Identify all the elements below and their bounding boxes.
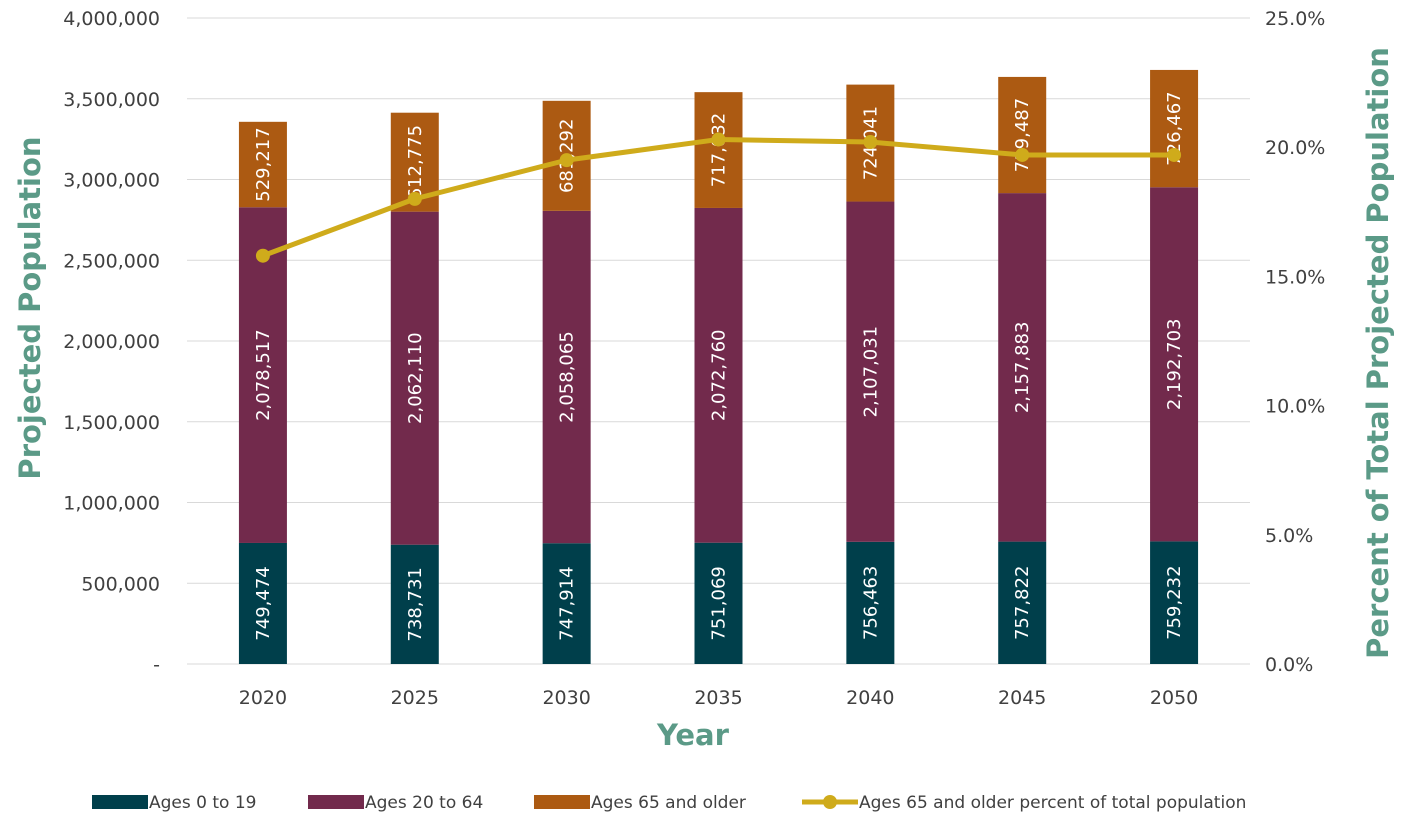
y-tick-label: 500,000 xyxy=(81,573,160,595)
legend-label: Ages 65 and older percent of total popul… xyxy=(859,793,1246,813)
percent-line-point xyxy=(255,248,270,263)
legend-label: Ages 20 to 64 xyxy=(365,793,483,813)
bar-segment xyxy=(390,211,439,545)
y2-tick-label: 10.0% xyxy=(1265,396,1325,418)
bar-labels: 749,474 2,078,517 529,217 738,731 2,062,110 6… xyxy=(253,91,1185,641)
percent-line-point xyxy=(863,135,878,150)
bar-segment xyxy=(694,92,743,208)
bar-segment xyxy=(238,542,287,664)
y-tick-label: 1,500,000 xyxy=(63,412,160,434)
bars xyxy=(238,69,1199,664)
legend-line-marker xyxy=(823,795,837,809)
y-tick-label: 3,000,000 xyxy=(63,170,160,192)
bar-value-label: 2,157,883 xyxy=(1012,322,1033,414)
y-axis-title: Projected Population xyxy=(13,136,47,479)
y2-tick-label: 5.0% xyxy=(1265,525,1313,547)
bar-value-label: 747,914 xyxy=(557,566,578,640)
bar-segment xyxy=(846,541,895,664)
bar-value-label: 2,072,760 xyxy=(709,330,730,422)
y2-tick-label: 20.0% xyxy=(1265,137,1325,159)
y-tick-label: - xyxy=(153,654,160,676)
bar-segment xyxy=(542,210,591,544)
bar-segment xyxy=(694,542,743,664)
legend-swatch xyxy=(92,795,148,809)
x-tick-label: 2030 xyxy=(542,687,590,709)
bar-value-label: 738,731 xyxy=(405,567,426,641)
bar-segment xyxy=(846,201,895,542)
legend-swatch xyxy=(534,795,590,809)
bar-value-label: 757,822 xyxy=(1012,566,1033,640)
bar-value-label: 2,078,517 xyxy=(253,329,274,421)
percent-line xyxy=(255,132,1182,263)
bar-segment xyxy=(998,541,1047,664)
x-tick-label: 2025 xyxy=(391,687,439,709)
x-tick-label: 2040 xyxy=(846,687,894,709)
legend-label: Ages 0 to 19 xyxy=(149,793,256,813)
bar-segment xyxy=(542,543,591,664)
bar-segment xyxy=(998,193,1047,542)
percent-line-point xyxy=(559,153,574,168)
y-tick-label: 2,000,000 xyxy=(63,331,160,353)
bar-value-label: 2,062,110 xyxy=(405,332,426,424)
bar-value-label: 529,217 xyxy=(253,127,274,201)
x-tick-label: 2035 xyxy=(694,687,742,709)
bar-value-label: 612,775 xyxy=(405,125,426,199)
bar-segment xyxy=(390,544,439,664)
percent-line-point xyxy=(1167,147,1182,162)
y2-axis-title: Percent of Total Projected Population xyxy=(1361,47,1395,659)
bar-segment xyxy=(238,207,287,543)
y2-tick-label: 15.0% xyxy=(1265,266,1325,288)
bar-value-label: 759,232 xyxy=(1164,565,1185,639)
legend-label: Ages 65 and older xyxy=(591,793,746,813)
bar-value-label: 2,107,031 xyxy=(860,326,881,418)
bar-value-label: 2,192,703 xyxy=(1164,319,1185,411)
y2-tick-label: 0.0% xyxy=(1265,654,1313,676)
legend-swatch xyxy=(308,795,364,809)
percent-line-point xyxy=(407,191,422,206)
bar-segment xyxy=(1150,187,1199,542)
bar-segment xyxy=(694,207,743,543)
y-tick-label: 2,500,000 xyxy=(63,250,160,272)
bar-segment xyxy=(1150,541,1199,664)
x-tick-label: 2045 xyxy=(998,687,1046,709)
y-tick-label: 1,000,000 xyxy=(63,493,160,515)
axes: - 500,000 1,000,000 1,500,000 2,000,000 2,500… xyxy=(63,8,1325,709)
x-axis-title: Year xyxy=(656,718,730,752)
y-tick-label: 4,000,000 xyxy=(63,8,160,30)
bar-segment xyxy=(1150,69,1199,188)
y-tick-label: 3,500,000 xyxy=(63,89,160,111)
legend: Ages 0 to 19 Ages 20 to 64 Ages 65 and old… xyxy=(92,793,1246,813)
y2-tick-label: 25.0% xyxy=(1265,8,1325,30)
x-tick-label: 2050 xyxy=(1150,687,1198,709)
bar-value-label: 756,463 xyxy=(860,566,881,640)
bar-segment xyxy=(998,76,1047,194)
bar-value-label: 726,467 xyxy=(1164,91,1185,165)
bar-segment xyxy=(238,121,287,208)
x-tick-label: 2020 xyxy=(239,687,287,709)
percent-line-point xyxy=(711,132,726,147)
percent-line-point xyxy=(1015,147,1030,162)
bar-value-label: 2,058,065 xyxy=(557,331,578,423)
bar-value-label: 717,032 xyxy=(709,113,730,187)
bar-value-label: 749,474 xyxy=(253,566,274,640)
bar-value-label: 751,069 xyxy=(709,566,730,640)
